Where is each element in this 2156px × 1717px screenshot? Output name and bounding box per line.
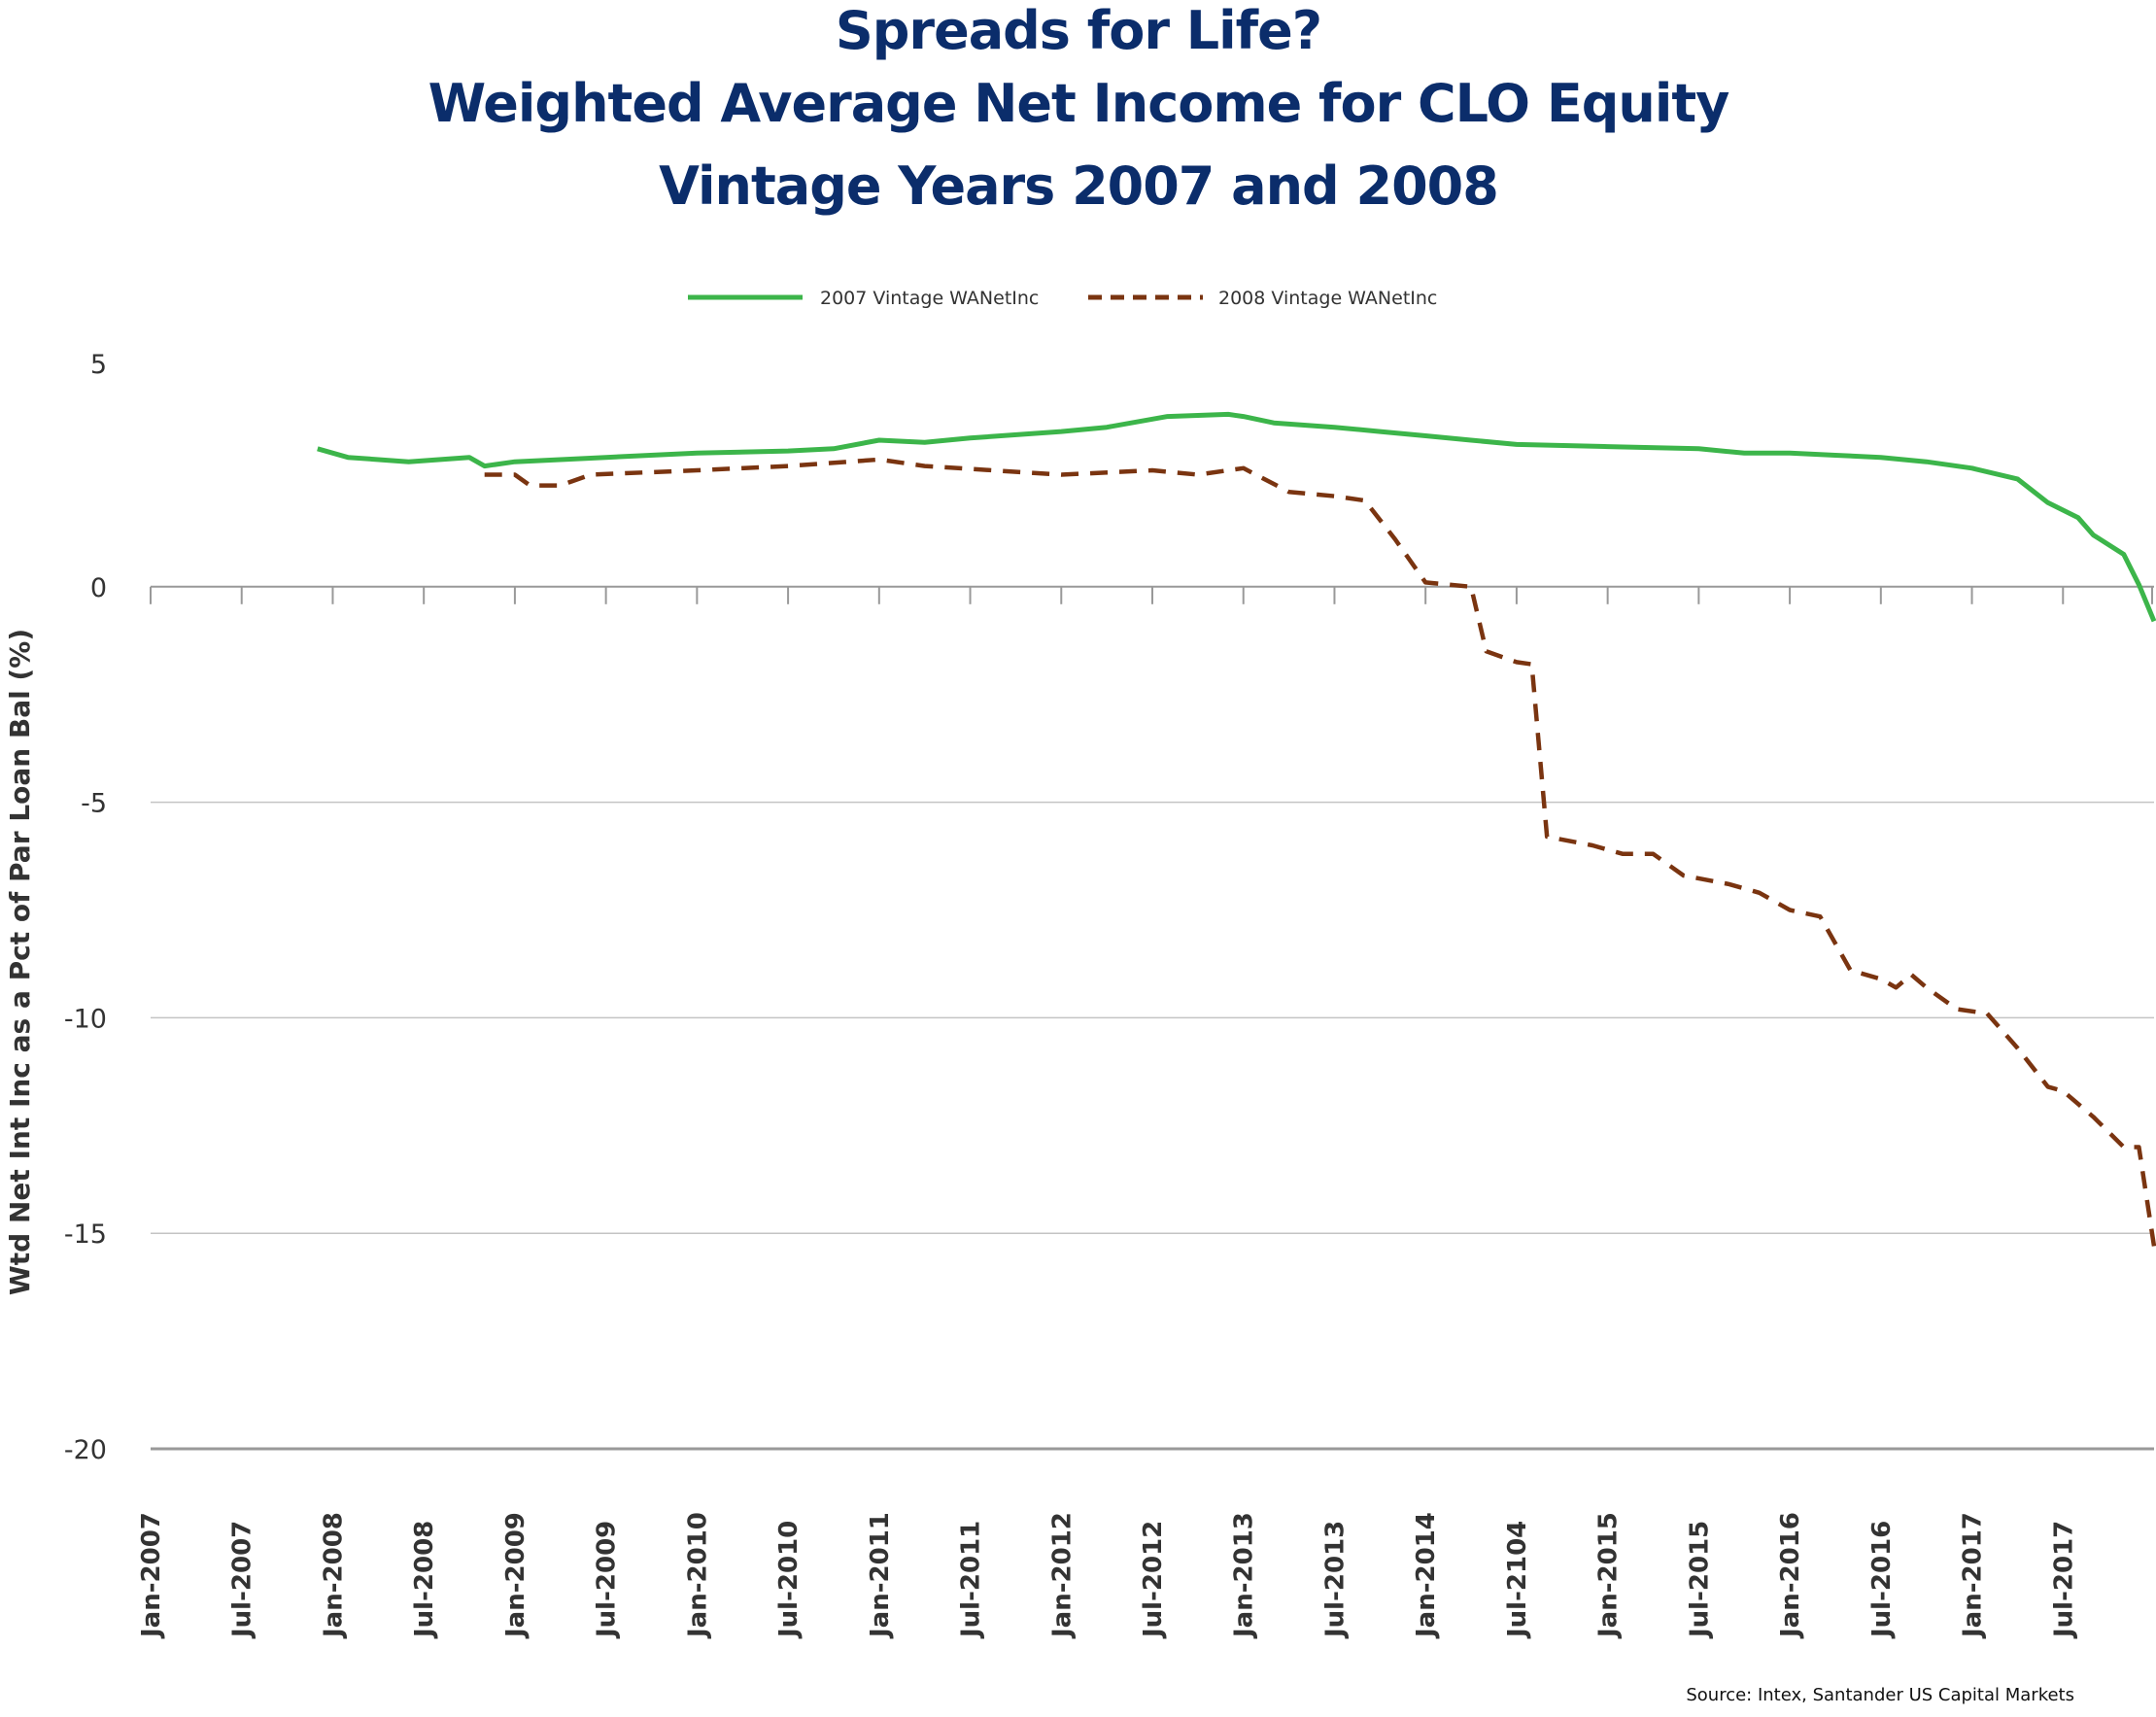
chart-title-line-1: Spreads for Life?	[836, 0, 1321, 61]
x-tick-label: Jan-2011	[866, 1512, 895, 1639]
series-lines	[317, 411, 2156, 1247]
x-tick-label: Jan-2007	[137, 1512, 166, 1639]
y-tick-label: 5	[90, 350, 107, 380]
legend: 2007 Vintage WANetInc 2008 Vintage WANet…	[688, 288, 1437, 309]
x-tick-label: Jan-2017	[1959, 1512, 1988, 1639]
x-tick-label: Jan-2009	[501, 1512, 530, 1639]
source-note: Source: Intex, Santander US Capital Mark…	[1686, 1685, 2074, 1705]
gridlines	[151, 801, 2154, 1451]
x-tick-label: Jul-2008	[410, 1521, 439, 1639]
x-tick-label: Jul-2104	[1503, 1521, 1532, 1639]
x-tick-label: Jan-2008	[319, 1512, 348, 1639]
series-line-2008	[484, 457, 2156, 1247]
y-tick-labels: 5 0 -5 -10 -15 -20	[64, 350, 107, 1465]
x-tick-label: Jan-2012	[1047, 1512, 1077, 1639]
y-tick-label: 0	[90, 573, 107, 603]
chart-title-line-3: Vintage Years 2007 and 2008	[659, 155, 1498, 217]
x-tick-label: Jul-2016	[1867, 1521, 1897, 1639]
x-tick-label: Jul-2007	[228, 1521, 257, 1639]
x-tick-label: Jul-2012	[1139, 1521, 1168, 1639]
legend-label-2008: 2008 Vintage WANetInc	[1218, 288, 1437, 309]
x-tick-label: Jul-2013	[1320, 1521, 1350, 1639]
legend-label-2007: 2007 Vintage WANetInc	[820, 288, 1039, 309]
y-tick-label: -20	[64, 1435, 107, 1465]
chart-title-line-2: Weighted Average Net Income for CLO Equi…	[428, 73, 1730, 134]
x-tick-label: Jul-2015	[1685, 1521, 1714, 1639]
x-tick-label: Jul-2009	[593, 1521, 622, 1639]
x-tick-label: Jul-2010	[774, 1521, 804, 1639]
y-tick-label: -10	[64, 1004, 107, 1034]
x-tick-label: Jul-2017	[2049, 1521, 2078, 1639]
x-tick-label: Jan-2010	[683, 1512, 712, 1639]
x-tick-label: Jul-2011	[957, 1521, 986, 1639]
x-tick-label: Jan-2013	[1230, 1512, 1259, 1639]
y-axis-title: Wtd Net Int Inc as a Pct of Par Loan Bal…	[4, 629, 36, 1295]
series-line-2007	[317, 411, 2156, 623]
y-tick-label: -5	[81, 789, 107, 819]
x-tick-label: Jan-2015	[1594, 1512, 1624, 1639]
x-tick-label: Jan-2016	[1776, 1512, 1805, 1639]
x-axis: Jan-2007 Jul-2007 Jan-2008 Jul-2008 Jan-2009…	[137, 585, 2154, 1639]
x-tick-label: Jan-2014	[1412, 1512, 1441, 1639]
y-tick-label: -15	[64, 1219, 107, 1250]
